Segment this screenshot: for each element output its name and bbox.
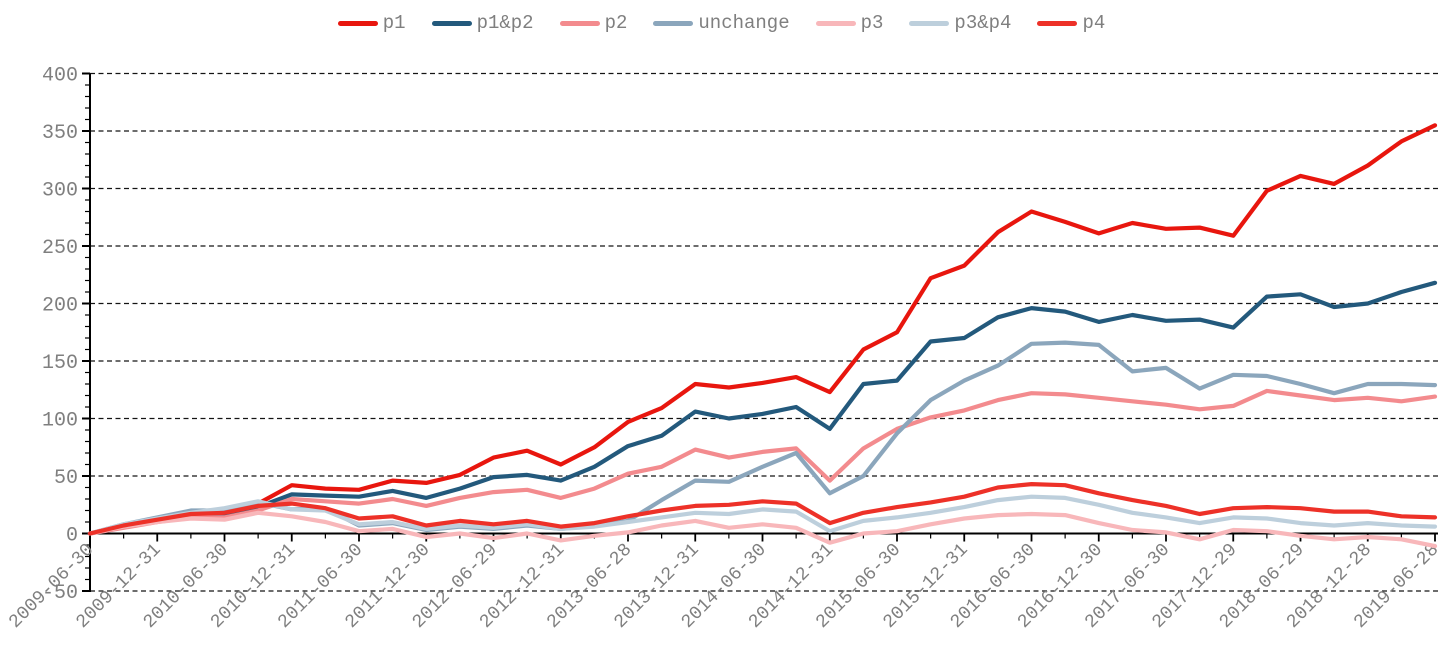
series-line-p3 (87, 510, 1438, 549)
legend-swatch-icon (559, 21, 600, 26)
gridlines (90, 72, 1438, 592)
legend-label: p3&p4 (954, 12, 1012, 34)
legend-item-p3andp4: p3&p4 (909, 14, 1011, 33)
y-tick-label: 0 (66, 525, 78, 548)
y-tick-label: 150 (42, 352, 78, 375)
y-tick-label: 50 (54, 467, 78, 490)
legend-label: p2 (604, 12, 628, 34)
legend-swatch-icon (909, 21, 950, 26)
series-line-p4 (87, 482, 1438, 536)
legend-item-p1andp2: p1&p2 (431, 12, 534, 34)
legend-swatch-icon (337, 21, 378, 26)
legend-item-p2: p2 (559, 12, 628, 34)
series-lines (87, 123, 1438, 549)
series-line-p3andp4 (87, 494, 1438, 536)
legend-swatch-icon (1037, 21, 1078, 26)
legend-swatch-icon (653, 21, 694, 26)
series-line-p1andp2 (87, 280, 1438, 536)
legend-swatch-icon (815, 21, 856, 26)
legend-label: p1 (382, 12, 406, 34)
y-tick-label: 350 (42, 122, 78, 145)
legend-label: p4 (1082, 12, 1106, 34)
legend-item-p1: p1 (337, 12, 406, 34)
legend-item-p4: p4 (1037, 14, 1105, 33)
y-tick-label: 400 (42, 65, 78, 88)
y-tick-label: 100 (42, 410, 78, 433)
y-tick-label: -50 (42, 582, 78, 605)
legend-label: p3 (860, 12, 884, 34)
series-line-p2 (87, 388, 1438, 536)
legend-swatch-icon (431, 21, 472, 26)
y-tick-label: 300 (42, 180, 78, 203)
x-axis-ticks: 2009-06-302009-12-312010-06-302010-12-31… (5, 533, 1443, 633)
y-tick-label: 250 (42, 237, 78, 260)
y-tick-label: 200 (42, 295, 78, 318)
legend-item-unchange: unchange (653, 12, 790, 34)
legend-label: p1&p2 (476, 12, 534, 34)
y-axis-ticks: -50 0 50 100 150 200 250 300 350 400 (42, 65, 90, 605)
legend-item-p3: p3 (815, 12, 884, 34)
legend-label: unchange (698, 12, 790, 34)
chart-legend: p1 p1&p2 p2 unchange p3 p3&p4 p4 (0, 14, 1443, 33)
series-line-p1 (87, 123, 1438, 536)
